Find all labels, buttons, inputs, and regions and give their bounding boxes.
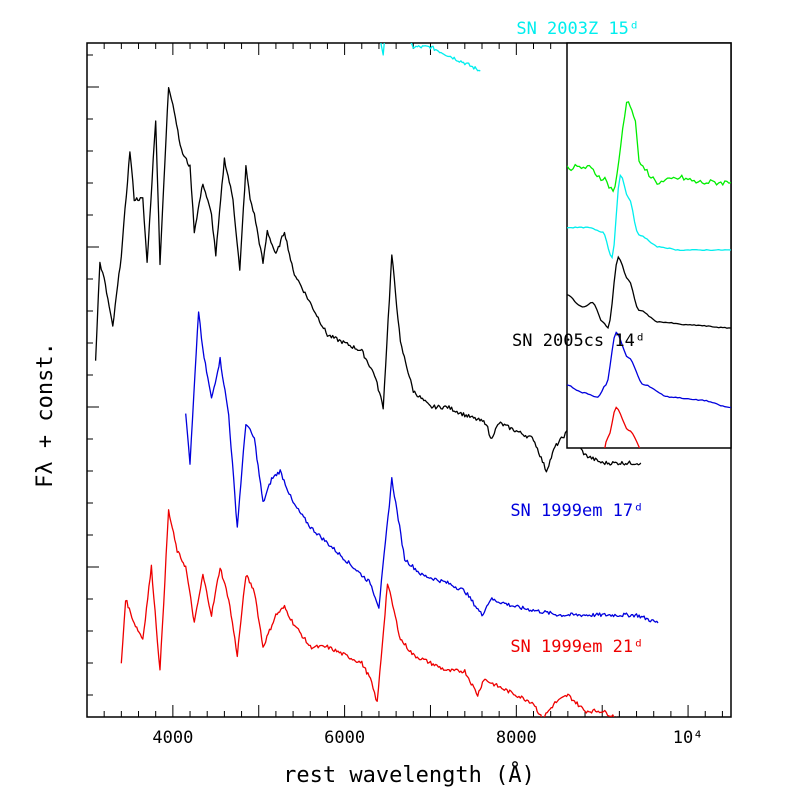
series-line	[380, 43, 481, 72]
inset-frame	[566, 42, 732, 449]
x-tick-label: 8000	[496, 728, 537, 748]
series-label: SN 1999em 21ᵈ	[510, 637, 643, 657]
inset-series-line	[567, 331, 731, 409]
inset-series-line	[567, 255, 731, 330]
series-line	[185, 311, 659, 624]
inset-series-line	[567, 101, 731, 193]
inset-series-line	[567, 173, 731, 260]
series-label: SN 2003Z 15ᵈ	[516, 19, 639, 39]
inset-panel	[566, 42, 732, 449]
inset-series-layer	[567, 101, 731, 448]
series-label: SN 2005cs 14ᵈ	[512, 331, 645, 351]
x-tick-label: 4000	[152, 728, 193, 748]
series-line	[94, 86, 642, 473]
series-layer	[94, 43, 659, 717]
x-tick-label: 10⁴	[673, 728, 704, 748]
series-line	[120, 509, 618, 717]
x-axis-title: rest wavelength (Å)	[283, 761, 535, 788]
series-label: SN 1999em 17ᵈ	[510, 501, 643, 521]
x-tick-label: 6000	[324, 728, 365, 748]
y-axis-title: Fλ + const.	[33, 342, 58, 488]
y-axis-ticks	[87, 54, 99, 696]
